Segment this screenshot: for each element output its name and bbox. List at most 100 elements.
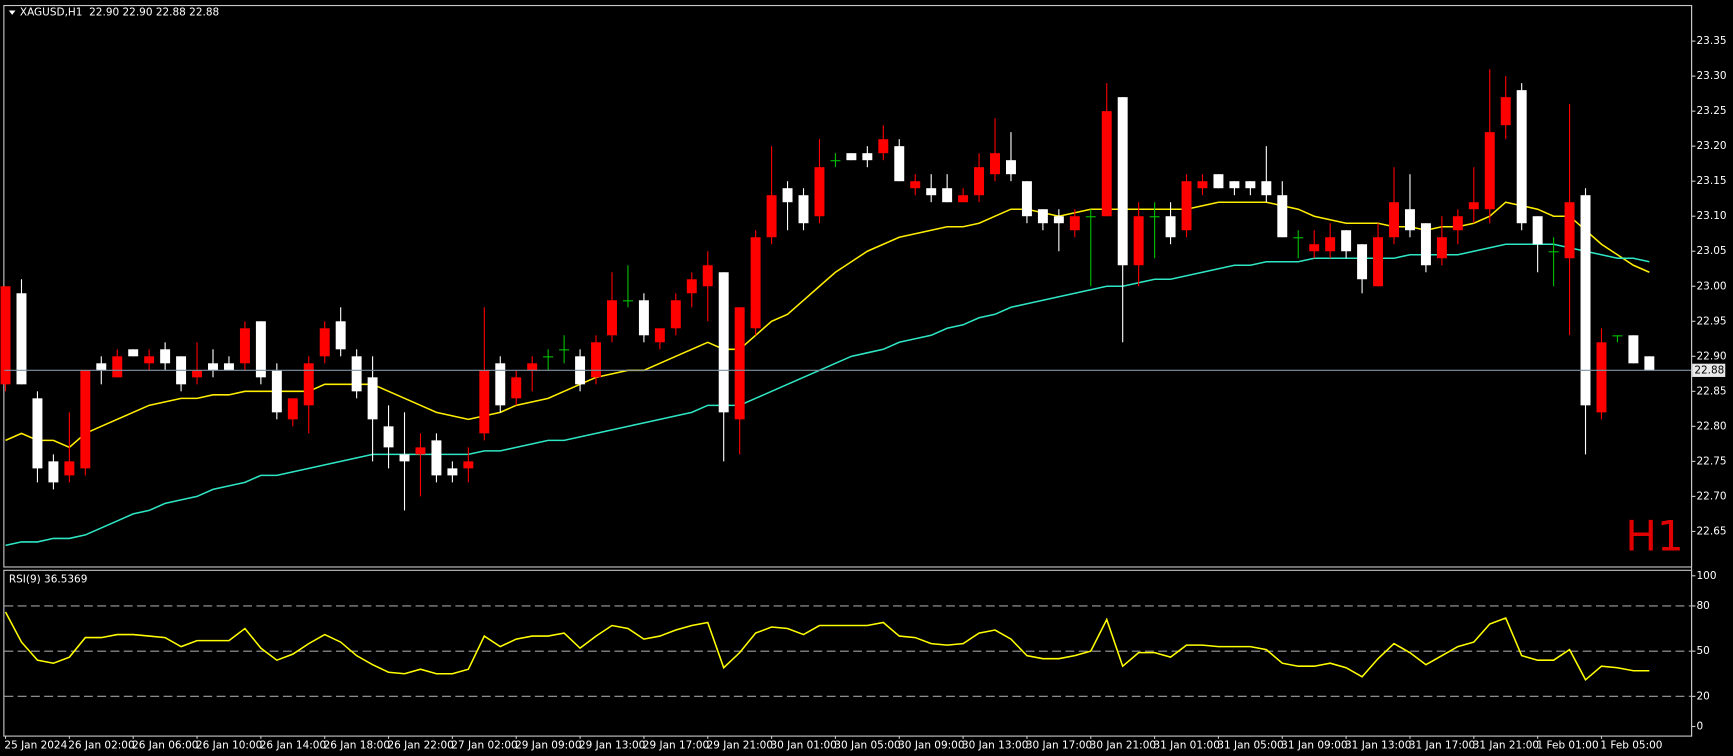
candle-body — [1436, 237, 1447, 259]
candle-body — [16, 293, 27, 385]
candle-body — [910, 181, 921, 189]
y-tick-label: 23.15 — [1697, 175, 1727, 187]
candle-body — [160, 349, 171, 364]
candle-body — [223, 363, 234, 371]
candle-body — [1181, 181, 1192, 231]
candle-body — [1420, 223, 1431, 266]
y-tick-label: 80 — [1697, 600, 1710, 612]
x-tick-label: 29 Jan 09:00 — [515, 739, 581, 751]
candle-body — [846, 153, 857, 161]
y-tick-label: 23.20 — [1697, 140, 1727, 152]
candle-body — [1229, 181, 1240, 189]
candle-body — [479, 370, 490, 434]
candle-body — [351, 356, 362, 392]
candle-body — [1149, 216, 1160, 218]
candle-body — [1261, 181, 1272, 196]
candle-body — [1580, 195, 1591, 406]
candle-body — [1213, 174, 1224, 189]
last-price-box — [1692, 363, 1726, 377]
candle-body — [1053, 216, 1064, 224]
candle-body — [415, 447, 426, 455]
x-tick-label: 26 Jan 02:00 — [68, 739, 134, 751]
candle-body — [1101, 111, 1112, 217]
y-tick-label: 0 — [1697, 720, 1704, 732]
y-tick-label: 23.00 — [1697, 280, 1727, 292]
x-tick-label: 26 Jan 22:00 — [387, 739, 453, 751]
candle-body — [782, 188, 793, 203]
candle-body — [511, 377, 522, 399]
candle-body — [638, 300, 649, 336]
candle-body — [367, 377, 378, 420]
candle-body — [654, 328, 665, 343]
candle-body — [670, 300, 681, 329]
x-tick-label: 31 Jan 17:00 — [1409, 739, 1475, 751]
candle-body — [830, 160, 841, 162]
candle-body — [96, 363, 107, 371]
y-tick-label: 100 — [1697, 570, 1717, 582]
candle-body — [974, 167, 985, 196]
candle-body — [1197, 181, 1208, 189]
candle-body — [1037, 209, 1048, 224]
candle-body — [734, 307, 745, 420]
candle-body — [1452, 216, 1463, 231]
candle-body — [128, 349, 139, 357]
y-tick-label: 23.05 — [1697, 245, 1727, 257]
candle-body — [271, 370, 282, 413]
candle-body — [1564, 202, 1575, 259]
x-tick-label: 30 Jan 13:00 — [962, 739, 1028, 751]
y-tick-label: 22.70 — [1697, 490, 1727, 502]
candle-body — [1325, 237, 1336, 252]
candle-body — [1021, 181, 1032, 217]
y-tick-label: 23.25 — [1697, 105, 1727, 117]
candle-body — [1085, 216, 1096, 218]
y-tick-label: 50 — [1697, 645, 1710, 657]
y-tick-label: 22.95 — [1697, 315, 1727, 327]
x-tick-label: 1 Feb 01:00 — [1537, 739, 1599, 751]
candle-body — [1628, 335, 1639, 364]
candle-body — [942, 188, 953, 203]
y-tick-label: 22.75 — [1697, 455, 1727, 467]
candle-body — [591, 342, 602, 378]
candle-body — [1389, 202, 1399, 238]
candle-body — [1341, 230, 1352, 252]
y-tick-label: 22.85 — [1697, 385, 1727, 397]
candle-body — [622, 300, 633, 302]
candle-body — [1133, 216, 1144, 266]
candle-body — [1468, 202, 1479, 210]
candle-body — [144, 356, 155, 364]
candle-body — [1516, 90, 1527, 224]
candle-body — [463, 461, 474, 469]
x-tick-label: 31 Jan 13:00 — [1345, 739, 1411, 751]
candle-body — [48, 461, 59, 483]
candle-body — [527, 363, 538, 371]
x-tick-label: 26 Jan 10:00 — [196, 739, 262, 751]
candle-body — [1245, 181, 1256, 189]
candle-body — [303, 363, 314, 406]
candle-body — [543, 356, 554, 358]
candle-body — [335, 321, 346, 350]
x-tick-label: 27 Jan 02:00 — [451, 739, 517, 751]
candle-body — [399, 454, 410, 462]
candle-body — [1548, 251, 1559, 253]
candle-body — [112, 356, 123, 378]
x-tick-label: 30 Jan 09:00 — [898, 739, 964, 751]
candle-body — [64, 461, 75, 476]
x-tick-label: 31 Jan 21:00 — [1473, 739, 1539, 751]
y-tick-label: 22.90 — [1697, 350, 1727, 362]
candle-body — [383, 426, 394, 448]
rsi-line — [4, 611, 1650, 681]
x-tick-label: 31 Jan 09:00 — [1281, 739, 1347, 751]
x-tick-label: 29 Jan 21:00 — [707, 739, 773, 751]
menu-arrow — [8, 10, 16, 15]
candle-body — [702, 265, 713, 287]
candle-body — [208, 363, 218, 371]
candle-body — [718, 272, 729, 413]
x-tick-label: 29 Jan 13:00 — [579, 739, 645, 751]
timeframe-watermark: H1 — [1625, 511, 1683, 560]
chart-title: XAGUSD,H1 22.90 22.90 22.88 22.88 — [20, 7, 219, 19]
candle-body — [750, 237, 761, 329]
candle-body — [1500, 97, 1511, 126]
candle-body — [495, 363, 506, 406]
